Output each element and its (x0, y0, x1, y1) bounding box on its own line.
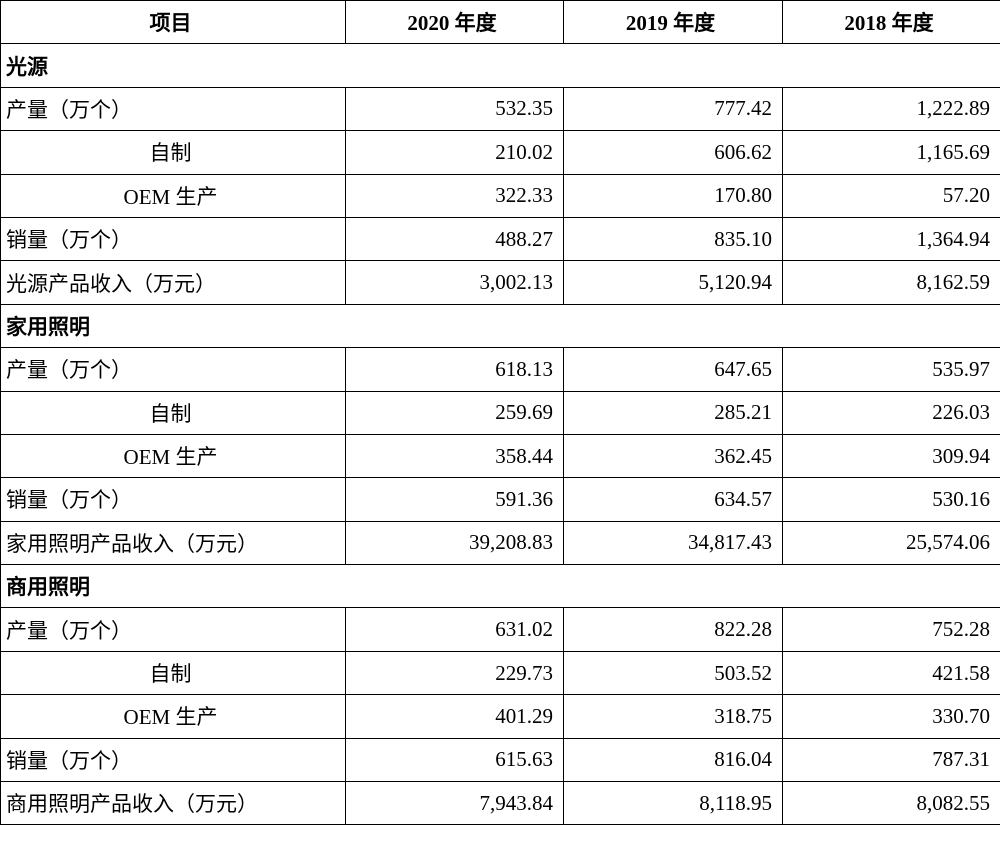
row-label: OEM 生产 (0, 694, 346, 739)
value-cell: 1,364.94 (782, 216, 1000, 262)
value-cell: 358.44 (345, 433, 564, 479)
section-title: 商用照明 (0, 564, 1000, 609)
data-table: 项目 2020 年度 2019 年度 2018 年度 光源 产量（万个） 532.35 77… (0, 0, 1000, 826)
table-row: OEM 生产 358.44 362.45 309.94 (0, 433, 1000, 479)
value-cell: 318.75 (563, 694, 783, 739)
section-title: 家用照明 (0, 303, 1000, 349)
table-row: 光源产品收入（万元） 3,002.13 5,120.94 8,162.59 (0, 260, 1000, 305)
value-cell: 226.03 (782, 390, 1000, 435)
table-row: OEM 生产 322.33 170.80 57.20 (0, 173, 1000, 218)
header-cell: 项目 (0, 0, 346, 45)
row-label: 自制 (0, 650, 346, 696)
row-label: 商用照明产品收入（万元） (0, 781, 346, 826)
section-title: 光源 (0, 43, 1000, 88)
value-cell: 229.73 (345, 650, 564, 696)
table-row: 自制 210.02 606.62 1,165.69 (0, 130, 1000, 175)
table-row: 产量（万个） 631.02 822.28 752.28 (0, 607, 1000, 652)
value-cell: 752.28 (782, 607, 1000, 652)
section-row: 商用照明 (0, 564, 1000, 609)
row-label: 自制 (0, 390, 346, 435)
table-row: OEM 生产 401.29 318.75 330.70 (0, 694, 1000, 739)
table-row: 销量（万个） 615.63 816.04 787.31 (0, 737, 1000, 783)
table-row: 产量（万个） 532.35 777.42 1,222.89 (0, 86, 1000, 132)
value-cell: 170.80 (563, 173, 783, 218)
row-label: 光源产品收入（万元） (0, 260, 346, 305)
table-body: 光源 产量（万个） 532.35 777.42 1,222.89 自制 210.02 606.… (0, 43, 1000, 826)
table-row: 销量（万个） 488.27 835.10 1,364.94 (0, 216, 1000, 262)
value-cell: 835.10 (563, 216, 783, 262)
row-label: OEM 生产 (0, 433, 346, 479)
value-cell: 285.21 (563, 390, 783, 435)
value-cell: 488.27 (345, 216, 564, 262)
table-row: 自制 229.73 503.52 421.58 (0, 650, 1000, 696)
value-cell: 210.02 (345, 130, 564, 175)
row-label: 销量（万个） (0, 216, 346, 262)
header-cell: 2020 年度 (345, 0, 564, 45)
row-label: OEM 生产 (0, 173, 346, 218)
header-row: 项目 2020 年度 2019 年度 2018 年度 (0, 0, 1000, 45)
value-cell: 5,120.94 (563, 260, 783, 305)
value-cell: 591.36 (345, 477, 564, 522)
value-cell: 532.35 (345, 86, 564, 132)
value-cell: 330.70 (782, 694, 1000, 739)
value-cell: 777.42 (563, 86, 783, 132)
value-cell: 259.69 (345, 390, 564, 435)
row-label: 自制 (0, 130, 346, 175)
value-cell: 787.31 (782, 737, 1000, 783)
row-label: 产量（万个） (0, 607, 346, 652)
value-cell: 647.65 (563, 347, 783, 392)
value-cell: 606.62 (563, 130, 783, 175)
table-row: 销量（万个） 591.36 634.57 530.16 (0, 477, 1000, 522)
table-row: 自制 259.69 285.21 226.03 (0, 390, 1000, 435)
value-cell: 822.28 (563, 607, 783, 652)
value-cell: 362.45 (563, 433, 783, 479)
value-cell: 8,082.55 (782, 781, 1000, 826)
value-cell: 530.16 (782, 477, 1000, 522)
value-cell: 25,574.06 (782, 520, 1000, 566)
row-label: 产量（万个） (0, 347, 346, 392)
value-cell: 7,943.84 (345, 781, 564, 826)
value-cell: 631.02 (345, 607, 564, 652)
row-label: 产量（万个） (0, 86, 346, 132)
row-label: 家用照明产品收入（万元） (0, 520, 346, 566)
value-cell: 57.20 (782, 173, 1000, 218)
table-row: 商用照明产品收入（万元） 7,943.84 8,118.95 8,082.55 (0, 781, 1000, 826)
value-cell: 618.13 (345, 347, 564, 392)
value-cell: 535.97 (782, 347, 1000, 392)
row-label: 销量（万个） (0, 737, 346, 783)
header-cell: 2018 年度 (782, 0, 1000, 45)
value-cell: 34,817.43 (563, 520, 783, 566)
value-cell: 8,162.59 (782, 260, 1000, 305)
value-cell: 8,118.95 (563, 781, 783, 826)
value-cell: 39,208.83 (345, 520, 564, 566)
value-cell: 1,165.69 (782, 130, 1000, 175)
value-cell: 1,222.89 (782, 86, 1000, 132)
value-cell: 503.52 (563, 650, 783, 696)
value-cell: 816.04 (563, 737, 783, 783)
value-cell: 322.33 (345, 173, 564, 218)
table-row: 产量（万个） 618.13 647.65 535.97 (0, 347, 1000, 392)
table-row: 家用照明产品收入（万元） 39,208.83 34,817.43 25,574.06 (0, 520, 1000, 566)
value-cell: 401.29 (345, 694, 564, 739)
value-cell: 615.63 (345, 737, 564, 783)
section-row: 光源 (0, 43, 1000, 88)
value-cell: 3,002.13 (345, 260, 564, 305)
value-cell: 634.57 (563, 477, 783, 522)
value-cell: 421.58 (782, 650, 1000, 696)
header-cell: 2019 年度 (563, 0, 783, 45)
row-label: 销量（万个） (0, 477, 346, 522)
value-cell: 309.94 (782, 433, 1000, 479)
table-header: 项目 2020 年度 2019 年度 2018 年度 (0, 0, 1000, 45)
section-row: 家用照明 (0, 303, 1000, 349)
